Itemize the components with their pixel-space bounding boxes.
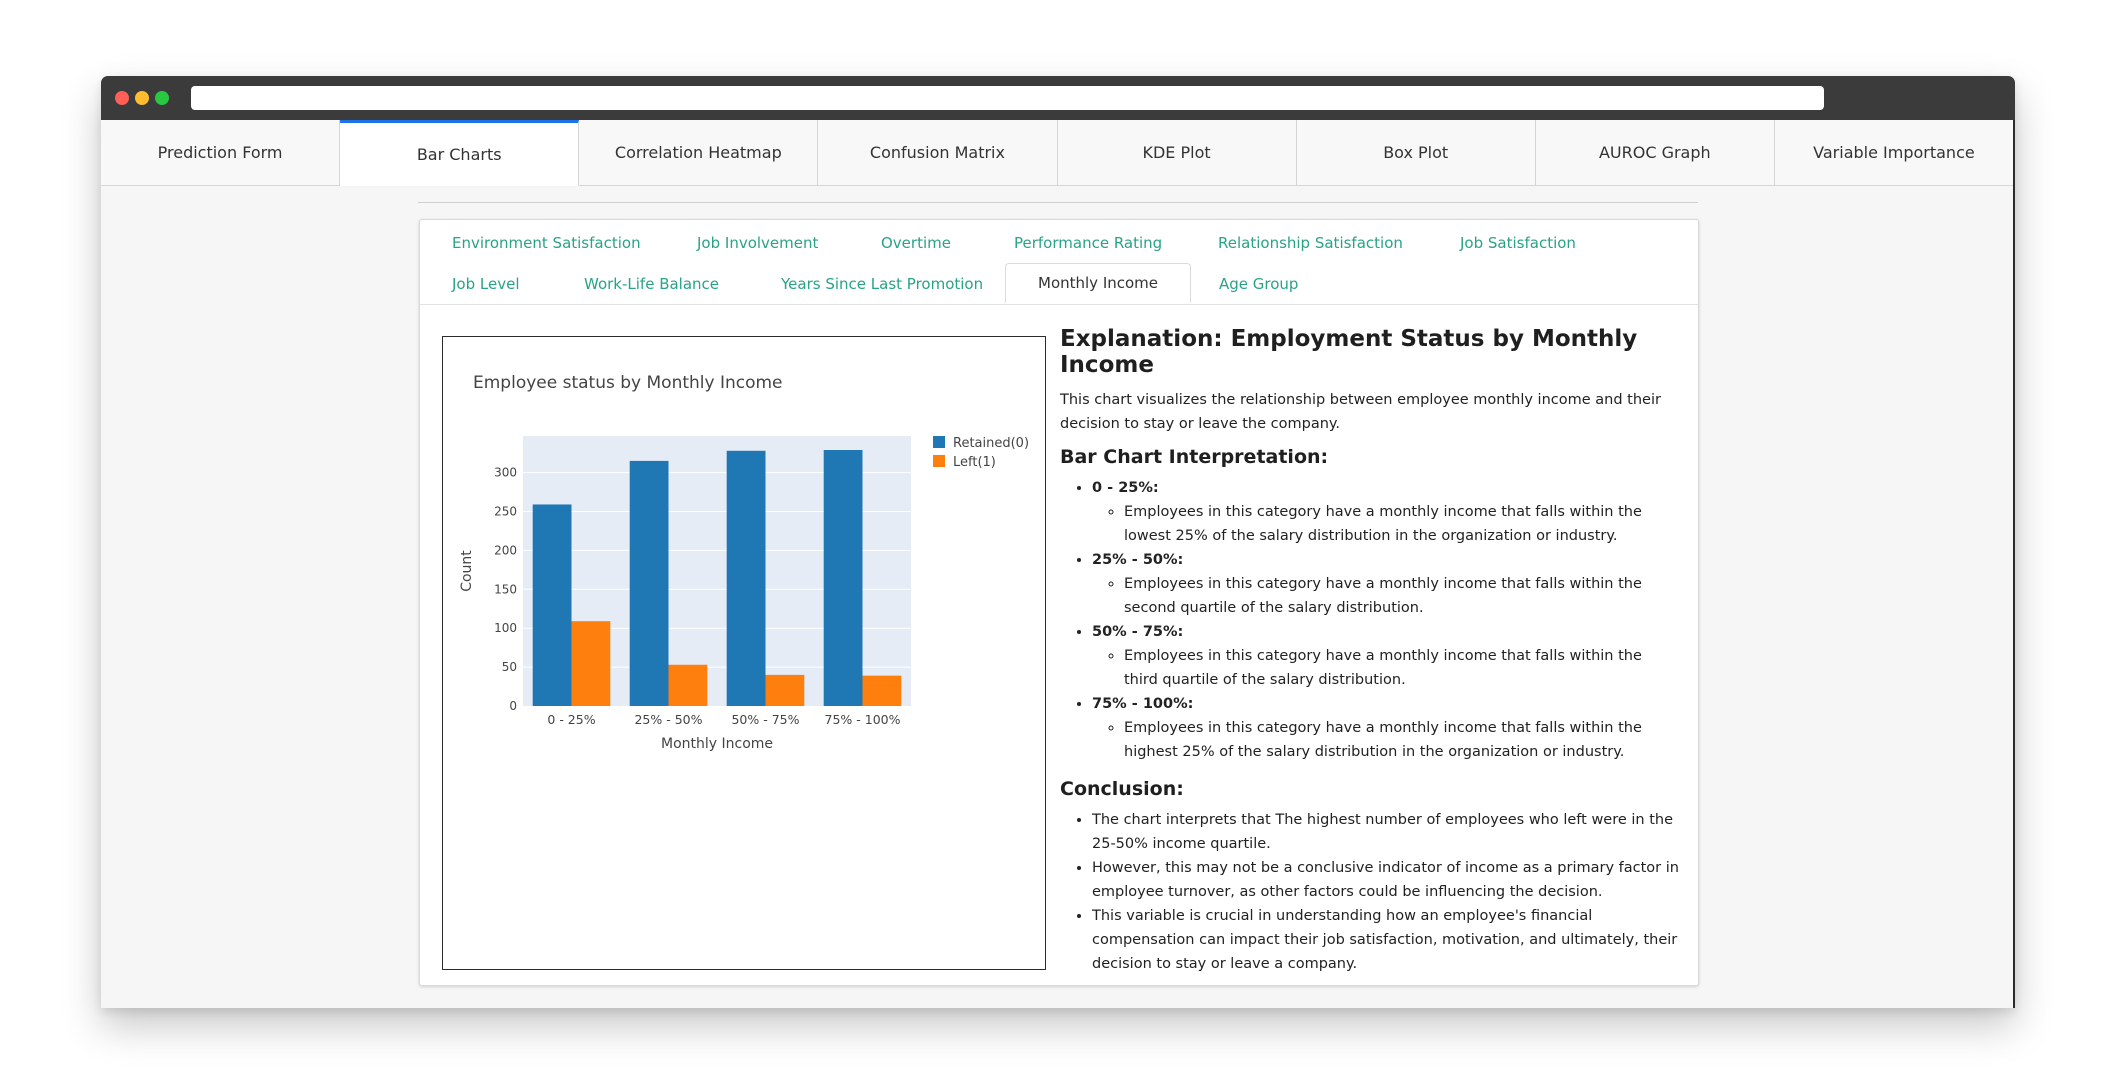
x-tick-label: 50% - 75%: [731, 712, 799, 727]
subtab-relationship-satisfaction[interactable]: Relationship Satisfaction: [1218, 234, 1403, 252]
explanation-section: Explanation: Employment Status by Monthl…: [1060, 326, 1680, 976]
list-item: Employees in this category have a monthl…: [1124, 500, 1680, 548]
close-window-button[interactable]: [115, 91, 129, 105]
y-tick-label: 250: [494, 504, 517, 518]
bar-charts-panel: Environment Satisfaction Job Involvement…: [419, 219, 1699, 986]
item-label: 75% - 100%:: [1092, 696, 1194, 712]
y-axis-label: Count: [459, 550, 475, 592]
bar-left: [668, 664, 708, 706]
subtab-work-life-balance[interactable]: Work-Life Balance: [584, 275, 720, 293]
legend-swatch: [933, 455, 945, 467]
chart-subtabs: Environment Satisfaction Job Involvement…: [420, 220, 1698, 305]
x-tick-label: 25% - 50%: [634, 712, 702, 727]
item-label: 0 - 25%:: [1092, 480, 1159, 496]
explanation-intro: This chart visualizes the relationship b…: [1060, 392, 1661, 432]
bar-retained: [823, 450, 863, 706]
address-bar[interactable]: [191, 86, 1824, 110]
subtab-years-since-last-promotion[interactable]: Years Since Last Promotion: [781, 275, 984, 293]
y-tick-label: 0: [509, 699, 517, 713]
bar-chart: Employee status by Monthly Income 0 50 100 1…: [459, 373, 1029, 752]
bar-retained: [629, 460, 669, 706]
subtab-monthly-income[interactable]: Monthly Income: [1005, 263, 1192, 303]
list-item: Employees in this category have a monthl…: [1124, 644, 1680, 692]
title-bar: [101, 76, 2015, 120]
tab-kde-plot[interactable]: KDE Plot: [1058, 120, 1297, 185]
subtab-age-group[interactable]: Age Group: [1219, 275, 1299, 293]
interpretation-heading: Bar Chart Interpretation:: [1060, 446, 1329, 468]
y-tick-label: 100: [494, 621, 517, 635]
list-item: 0 - 25%: Employees in this category have…: [1092, 476, 1680, 548]
list-item: Employees in this category have a monthl…: [1124, 716, 1680, 764]
bar-left: [765, 674, 805, 706]
list-item: 50% - 75%: Employees in this category ha…: [1092, 620, 1680, 692]
item-label: 50% - 75%:: [1092, 624, 1184, 640]
section-divider: [418, 202, 1698, 203]
chart-title: Employee status by Monthly Income: [473, 373, 783, 393]
subtab-job-level[interactable]: Job Level: [452, 275, 520, 293]
list-item: Employees in this category have a monthl…: [1124, 572, 1680, 620]
y-tick-label: 50: [502, 660, 517, 674]
bar-left: [571, 621, 611, 706]
list-item: 75% - 100%: Employees in this category h…: [1092, 692, 1680, 764]
interpretation-list: 0 - 25%: Employees in this category have…: [1060, 476, 1680, 764]
list-item: The chart interprets that The highest nu…: [1092, 808, 1680, 856]
item-label: 25% - 50%:: [1092, 552, 1184, 568]
tab-confusion-matrix[interactable]: Confusion Matrix: [818, 120, 1058, 185]
bar-retained: [532, 504, 572, 706]
bar-left: [862, 675, 902, 706]
legend-label: Left(1): [953, 455, 996, 470]
subtab-job-involvement[interactable]: Job Involvement: [697, 234, 819, 252]
list-item: However, this may not be a conclusive in…: [1092, 856, 1680, 904]
subtab-performance-rating[interactable]: Performance Rating: [1014, 234, 1163, 252]
subtab-job-satisfaction[interactable]: Job Satisfaction: [1460, 234, 1576, 252]
x-tick-label: 0 - 25%: [547, 712, 595, 727]
chart-container: Employee status by Monthly Income 0 50 100 1…: [442, 336, 1046, 970]
tab-auroc-graph[interactable]: AUROC Graph: [1536, 120, 1775, 185]
maximize-window-button[interactable]: [155, 91, 169, 105]
tab-variable-importance[interactable]: Variable Importance: [1813, 143, 1975, 162]
tab-correlation-heatmap[interactable]: Correlation Heatmap: [579, 120, 819, 185]
y-tick-label: 300: [494, 466, 517, 480]
explanation-title: Explanation: Employment Status by Monthl…: [1060, 326, 1638, 378]
legend-label: Retained(0): [953, 436, 1029, 451]
tab-bar-charts[interactable]: Bar Charts: [340, 120, 580, 186]
window-edge: [2013, 120, 2015, 1008]
y-tick-label: 200: [494, 543, 517, 557]
tab-prediction-form[interactable]: Prediction Form: [101, 120, 341, 185]
subtab-environment-satisfaction[interactable]: Environment Satisfaction: [452, 234, 641, 252]
main-tabs: Prediction Form Bar Charts Correlation H…: [101, 120, 2013, 186]
x-tick-label: 75% - 100%: [825, 712, 901, 727]
legend-swatch: [933, 436, 945, 448]
minimize-window-button[interactable]: [135, 91, 149, 105]
list-item: This variable is crucial in understandin…: [1092, 904, 1680, 976]
conclusion-heading: Conclusion:: [1060, 778, 1184, 800]
x-axis-label: Monthly Income: [661, 736, 773, 752]
list-item: 25% - 50%: Employees in this category ha…: [1092, 548, 1680, 620]
bar-retained: [726, 450, 766, 706]
tab-box-plot[interactable]: Box Plot: [1297, 120, 1536, 185]
conclusion-list: The chart interprets that The highest nu…: [1060, 808, 1680, 976]
subtab-overtime[interactable]: Overtime: [881, 234, 951, 252]
y-tick-label: 150: [494, 582, 517, 596]
